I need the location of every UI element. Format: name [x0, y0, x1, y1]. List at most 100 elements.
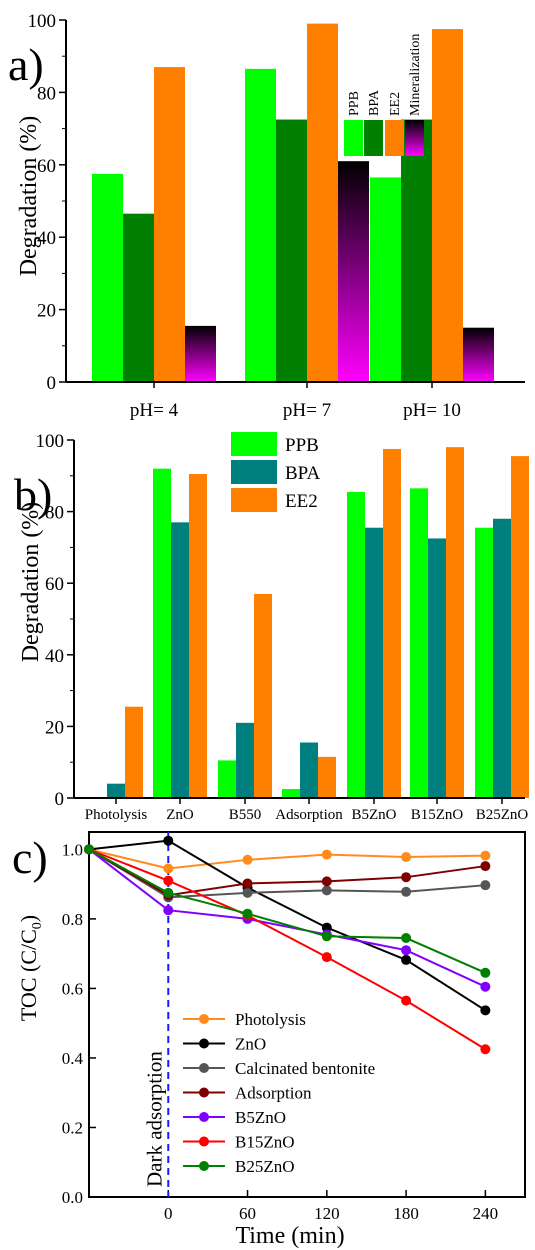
- panel-c-y-tick-label-0.0: 0.0: [62, 1188, 83, 1207]
- panel-a-legend-label-ppb: PPB: [347, 91, 362, 116]
- panel-a-bar-ppb-ph-4: [92, 173, 123, 382]
- panel-a-bar-ppb-ph-7: [245, 68, 276, 383]
- panel-c-legend-marker-calcinated-bentonite: [199, 1063, 209, 1073]
- panel-b-bar-bpa-b550: [236, 722, 254, 798]
- panel-a-y-tick-label-40: 40: [37, 228, 56, 249]
- panel-b-y-tick-label-20: 20: [45, 717, 64, 738]
- panel-a-x-tick-label-ph-10: pH= 10: [403, 400, 461, 421]
- panel-b-x-tick-label-b15zno: B15ZnO: [411, 807, 464, 823]
- panel-b-x-tick-label-b5zno: B5ZnO: [352, 807, 397, 823]
- panel-c-point-calcinated-bentonite-240: [480, 880, 491, 891]
- panel-c-legend-label-b5zno: B5ZnO: [235, 1108, 286, 1127]
- panel-a-bars: [92, 23, 494, 383]
- panel-c-chart: c) TOC (C/C0) Time (min) 0 60 120 180 2400.0…: [12, 831, 526, 1249]
- panel-c-y-label-subscript: 0: [30, 922, 45, 929]
- panel-a-label: a): [8, 39, 44, 90]
- panel-c-y-label-prefix: TOC (C/C: [16, 929, 41, 1021]
- panel-c-point-photolysis-120: [321, 849, 332, 860]
- panel-a-legend-swatch-ee2: [385, 120, 404, 156]
- panel-c-legend-marker-b15zno: [199, 1136, 209, 1147]
- panel-c-y-tick-label-0.2: 0.2: [62, 1118, 83, 1137]
- panel-c-point-b15zno-180: [401, 995, 412, 1006]
- panel-c-legend-marker-zno: [199, 1038, 209, 1049]
- panel-b-bar-bpa-adsorption: [300, 742, 318, 798]
- panel-a-bar-bpa-ph-7: [276, 119, 307, 383]
- panel-c-y-tick-label-0.6: 0.6: [62, 979, 83, 998]
- panel-c-point-calcinated-bentonite-60: [242, 887, 253, 898]
- panel-a-legend-label-mineralization: Mineralization: [408, 34, 423, 116]
- panel-c-label: c): [12, 832, 48, 883]
- panel-c-point-b5zno-180: [401, 945, 412, 956]
- panel-c-point-b25zno-60: [242, 908, 253, 919]
- panel-c-point-b15zno-240: [480, 1044, 491, 1055]
- panel-c-x-tick-label-240: 240: [473, 1204, 499, 1223]
- panel-a-bar-ee2-ph-10: [432, 29, 463, 383]
- panel-c-legend-label-b15zno: B15ZnO: [235, 1133, 295, 1152]
- panel-c-axes: 0 60 120 180 240 0.0 0.2 0.4 0.6 0.8 1.0 Dark adsor…: [62, 831, 526, 1223]
- panel-b-legend-label-ppb: PPB: [285, 435, 319, 456]
- panel-b-y-tick-label-40: 40: [45, 646, 64, 667]
- panel-b-bar-ee2-zno: [189, 474, 207, 798]
- panel-a-y-tick-label-100: 100: [28, 11, 57, 32]
- panel-c-point-zno-240: [480, 1005, 491, 1016]
- panel-b-bar-bpa-zno: [171, 522, 189, 798]
- panel-a-axes: pH= 4 pH= 7 pH= 10 0 20 40 60 80 100: [28, 11, 525, 421]
- panel-b-bar-ee2-adsorption: [318, 756, 336, 798]
- panel-c-y-label-suffix: ): [16, 915, 41, 922]
- panel-c-y-tick-label-0.8: 0.8: [62, 910, 83, 929]
- panel-b-x-tick-label-b25zno: B25ZnO: [476, 807, 529, 823]
- panel-a-legend: PPB BPA EE2 Mineralization: [344, 34, 424, 156]
- panel-a-x-tick-label-ph-7: pH= 7: [283, 400, 331, 421]
- panel-b-legend: PPB BPA EE2: [231, 432, 320, 512]
- panel-c-legend-marker-b5zno: [199, 1112, 209, 1122]
- panel-b-bar-ee2-b550: [254, 593, 272, 798]
- panel-b-bar-ee2-b15zno: [446, 447, 464, 798]
- panel-a-y-tick-label-20: 20: [37, 301, 56, 322]
- panel-c-y-axis-label: TOC (C/C0): [16, 915, 45, 1021]
- panel-c-legend-label-b25zno: B25ZnO: [235, 1157, 295, 1176]
- panel-c-legend-label-photolysis: Photolysis: [235, 1010, 306, 1029]
- panel-c-legend-label-zno: ZnO: [235, 1035, 266, 1054]
- panel-b-label: b): [14, 469, 52, 520]
- panel-b-bar-ppb-b25zno: [475, 527, 493, 798]
- panel-c-y-tick-label-0.4: 0.4: [62, 1049, 84, 1068]
- panel-c-legend-marker-b25zno: [199, 1161, 209, 1171]
- panel-b-y-axis-label: Degradation (%): [18, 502, 44, 663]
- panel-a-legend-swatch-bpa: [364, 120, 383, 156]
- panel-c-legend: Photolysis ZnO Calcinated bentonite Adsorpt…: [183, 1010, 375, 1176]
- panel-a-x-tick-label-ph-4: pH= 4: [130, 400, 179, 421]
- panel-c-point-b5zno-240: [480, 981, 491, 992]
- panel-c-y-tick-label-1.0: 1.0: [62, 840, 83, 859]
- panel-c-series: [84, 835, 491, 1055]
- panel-b-x-tick-label-zno: ZnO: [166, 807, 194, 823]
- panel-a-bar-ppb-ph-10: [370, 177, 401, 382]
- panel-c-point-adsorption-180: [401, 872, 412, 883]
- panel-b-bar-ee2-b25zno: [511, 456, 529, 798]
- panel-c-point-b15zno-120: [321, 952, 332, 963]
- panel-c-legend-marker-photolysis: [199, 1014, 209, 1024]
- panel-c-point-photolysis-240: [480, 850, 491, 861]
- panel-c-point-b25zno-240: [480, 967, 491, 978]
- panel-a-y-tick-label-80: 80: [37, 83, 56, 104]
- panel-b-y-tick-label-60: 60: [45, 574, 64, 595]
- panel-c-point-adsorption-120: [321, 876, 332, 887]
- panel-c-line-photolysis: [88, 848, 486, 870]
- panel-c-point-zno-180: [401, 954, 412, 965]
- panel-b-x-tick-label-b550: B550: [229, 807, 262, 823]
- panel-b-y-tick-label-0: 0: [55, 789, 65, 810]
- panel-b-x-tick-label-photolysis: Photolysis: [85, 807, 148, 823]
- panel-b-bars: [107, 447, 529, 798]
- panel-a-y-tick-label-60: 60: [37, 156, 56, 177]
- panel-b-bar-bpa-b5zno: [365, 527, 383, 798]
- panel-b-bar-bpa-b15zno: [428, 538, 446, 798]
- panel-c-legend-marker-adsorption: [199, 1087, 209, 1098]
- panel-c-point-adsorption-240: [480, 861, 491, 872]
- panel-b-bar-ee2-photolysis: [125, 706, 143, 798]
- panel-c-point-photolysis-0: [163, 863, 174, 874]
- panel-a-bar-mineralization-ph-4: [185, 325, 216, 382]
- panel-a-bar-ee2-ph-7: [307, 23, 338, 383]
- panel-c-point-adsorption-60: [242, 878, 253, 889]
- panel-c-point-zno-120: [321, 922, 332, 933]
- panel-c-point-b25zno-0: [163, 887, 174, 898]
- panel-b-bar-ppb-adsorption: [282, 789, 300, 798]
